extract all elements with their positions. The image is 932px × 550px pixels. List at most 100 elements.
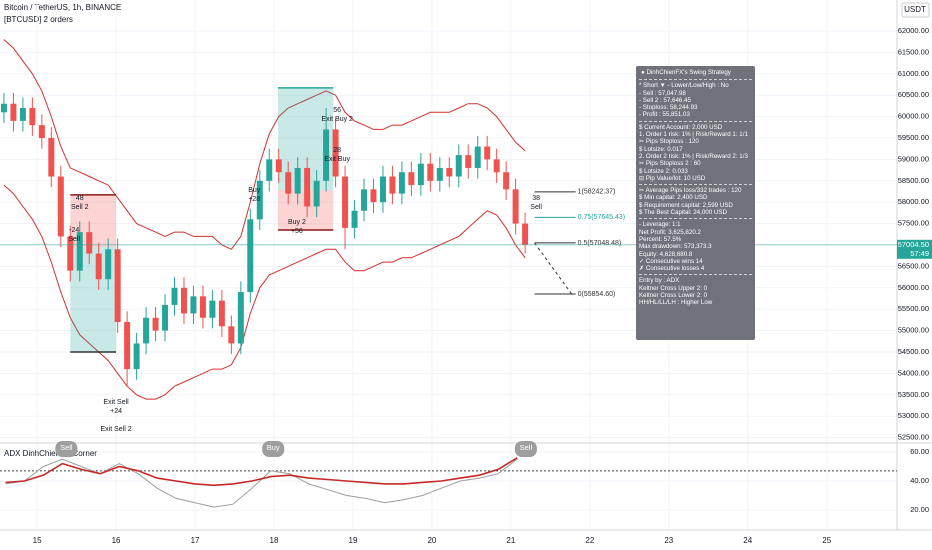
strategy-title-row: ● DinhChienFX's Swing Strategy [641, 69, 731, 76]
strategy-line: Max drawdown: 573,373.3 [639, 243, 712, 251]
candle-body [152, 317, 159, 331]
candle-body [313, 180, 320, 207]
candle-body [57, 176, 64, 237]
trade-annotation: Buy [248, 187, 261, 194]
strategy-line: - Sell 2 : 57,646.45 [639, 96, 691, 104]
y-tick-label: 60000.00 [898, 112, 929, 121]
strategy-line: * Short ▼ - Lower/Low/High : No [639, 82, 729, 90]
candle-body [209, 300, 216, 318]
trade-annotation: -24 [69, 227, 79, 234]
candle-body [133, 343, 140, 370]
y-tick-label: 61000.00 [898, 69, 929, 78]
candle-body [218, 300, 225, 327]
grid-layer [0, 0, 897, 530]
candle-body [332, 129, 339, 177]
fib-label: 0.75(57645.43) [578, 214, 625, 221]
x-tick-label: 18 [270, 536, 279, 545]
candle-body [180, 287, 187, 314]
candle-body [427, 163, 434, 181]
y-tick-label: 55500.00 [898, 304, 929, 313]
y-tick-label: 52500.00 [898, 433, 929, 442]
header-title: Bitcoin / TetherUS, 1h, BINANCE [4, 3, 121, 12]
currency-label[interactable]: USDT [904, 5, 926, 14]
strategy-line: ✂ Pips Stoploss : 120 [639, 138, 699, 146]
strategy-line: 2. Order 2 risk: 1% | Risk/Reward 2: 1/3 [639, 152, 748, 160]
strategy-line: - Profit : 55,851.03 [639, 111, 690, 119]
y-tick-label: 61500.00 [898, 47, 929, 56]
candle-body [484, 146, 491, 160]
strategy-line: Net Profit: 3,625,820.2 [639, 228, 701, 236]
header-orders: [BTCUSD] 2 orders [4, 15, 73, 24]
strategy-line: $ Lotsize: 0.017 [639, 145, 683, 153]
trade-annotation: Sell [530, 204, 542, 211]
strategy-line: - Leverage: 1:1 [639, 221, 681, 229]
y-tick-label: 57500.00 [898, 219, 929, 228]
candle-body [417, 163, 424, 186]
candle-body [446, 167, 453, 177]
trade-annotation: +24 [110, 408, 122, 415]
strategy-section: Entry by : ADX Keltner Cross Upper 2: 0 Ke… [639, 274, 752, 308]
trade-annotation: Exit Sell [103, 399, 129, 406]
candle-body [237, 292, 244, 344]
trade-annotation: Buy 2 [288, 219, 306, 226]
currency-box[interactable] [901, 2, 930, 18]
trade-annotation: Exit Buy 2 [321, 116, 353, 123]
candle-body [493, 159, 500, 173]
strategy-line: $ Min capital: 2,400 USD [639, 194, 708, 202]
indicator-line [5, 458, 518, 508]
trade-annotation: Exit Buy [324, 156, 350, 163]
candle-body [95, 253, 102, 280]
x-tick-label: 16 [112, 536, 121, 545]
y-tick-label: 62000.00 [898, 26, 929, 35]
trade-annotation: Sell 2 [71, 204, 89, 211]
candle-body [398, 172, 405, 194]
y-tick-label: 54500.00 [898, 347, 929, 356]
trade-annotation: +28 [248, 196, 260, 203]
candle-body [323, 129, 330, 181]
candle-body [370, 189, 377, 203]
strategy-line: Keltner Cross Lower 2: 0 [639, 292, 708, 300]
strategy-title: DinhChienFX's Swing Strategy [646, 69, 731, 76]
trade-annotation: 48 [76, 195, 84, 202]
y-tick-label: 55000.00 [898, 326, 929, 335]
last-price-box [897, 239, 932, 259]
strategy-line: $ Requirement capital: 2,599 USD [639, 201, 733, 209]
candle-body [38, 125, 45, 138]
signal-bubble [55, 441, 78, 457]
y-tick-label: 58000.00 [898, 197, 929, 206]
y-tick-label: 53500.00 [898, 390, 929, 399]
strategy-line: ✂ Average Pips loss/332 trades : 120 [639, 187, 742, 195]
signal-bubble [262, 441, 285, 457]
signal-label: Buy [267, 443, 280, 452]
candle-body [379, 176, 386, 203]
candle-body [436, 167, 443, 181]
candle-body [361, 189, 368, 211]
y-tick-label: 56000.00 [898, 283, 929, 292]
strategy-line: ✂ Pips Stoploss 2 : 60 [639, 160, 701, 168]
candle-body [247, 219, 254, 293]
strategy-line: $ Current Account: 2,000 USD [639, 123, 723, 131]
candle-body [465, 155, 472, 168]
candle-body [389, 176, 396, 194]
indicator-line [5, 457, 518, 487]
candle-body [294, 167, 301, 194]
candle-body [522, 223, 529, 245]
fib-projection [534, 242, 573, 295]
candle-body [67, 236, 74, 271]
candle-body [143, 317, 150, 344]
candle-body [275, 159, 282, 173]
x-tick-label: 24 [743, 536, 752, 545]
candle-body [285, 172, 292, 194]
strategy-box: ● DinhChienFX's Swing Strategy * Short ▼… [636, 66, 755, 340]
strategy-line: Keltner Cross Upper 2: 0 [639, 284, 708, 292]
candle-body [124, 322, 131, 370]
y-tick-label: 20.00 [910, 505, 929, 514]
candle-body [304, 167, 311, 207]
trade-annotation: +56 [291, 228, 303, 235]
strategy-section: $ Current Account: 2,000 USD 1. Order 1 r… [639, 120, 752, 184]
strategy-line: 1. Order 1 risk: 1% | Risk/Reward 1: 1/1 [639, 131, 748, 139]
candle-body [190, 296, 197, 314]
candle-body [351, 210, 358, 228]
